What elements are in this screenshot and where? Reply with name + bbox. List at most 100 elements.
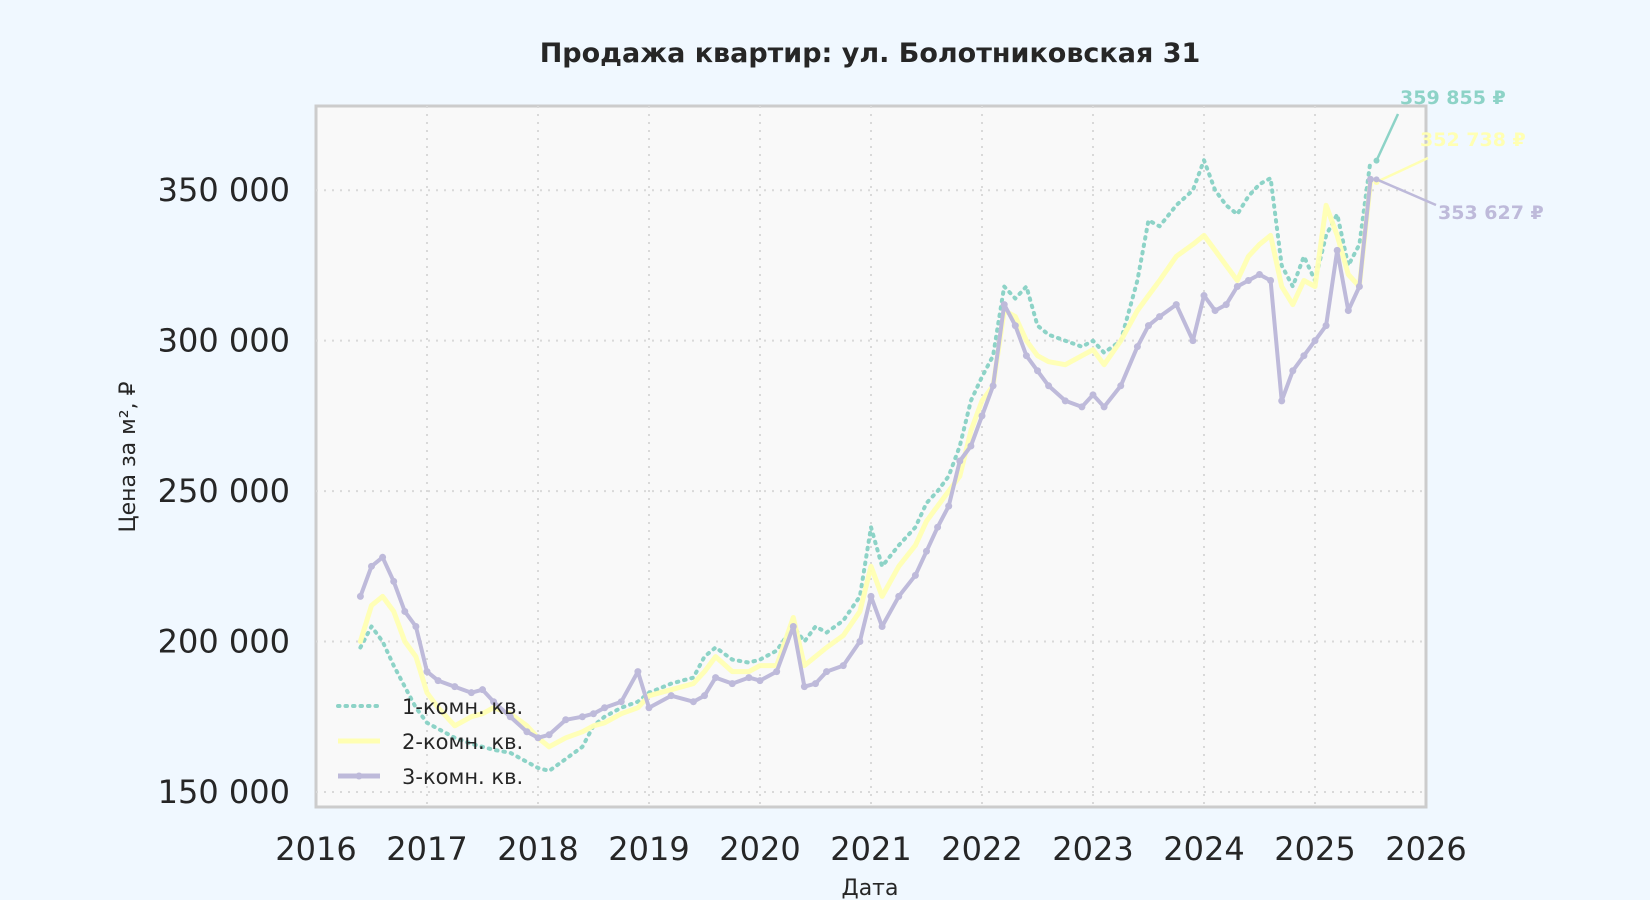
x-tick-label: 2023	[1052, 830, 1133, 868]
annotation-arrow-head	[1373, 157, 1380, 164]
series-3-point	[812, 680, 819, 688]
x-tick-label: 2018	[497, 830, 578, 868]
series-3-point	[1322, 322, 1330, 330]
series-3-point	[800, 683, 808, 691]
series-3-point	[911, 571, 919, 579]
series-3-point	[1311, 337, 1319, 345]
annotation-arrow	[1375, 156, 1429, 184]
x-tick-label: 2016	[275, 830, 356, 868]
x-tick-label: 2025	[1274, 830, 1355, 868]
annotation-label: 359 855 ₽	[1400, 87, 1506, 109]
series-3-point	[1278, 397, 1286, 405]
annotation-label: 352 738 ₽	[1420, 129, 1526, 151]
series-3-point	[545, 731, 553, 739]
series-3-point	[1133, 343, 1141, 351]
series-3-point	[617, 698, 625, 706]
series-3-point	[451, 683, 459, 691]
series-3-point	[1034, 367, 1041, 375]
series-3-point	[789, 622, 797, 630]
series-3-point	[934, 523, 942, 531]
series-3-point	[923, 547, 930, 555]
annotation-label: 353 627 ₽	[1438, 202, 1544, 224]
series-3-point	[756, 677, 764, 685]
series-3-point	[1289, 367, 1297, 375]
legend-label-1: 1-комн. кв.	[402, 695, 523, 719]
series-3-point	[1267, 276, 1275, 284]
series-3-point	[1189, 337, 1197, 345]
annotations: 359 855 ₽ 352 738 ₽ 353 627 ₽	[1373, 87, 1544, 224]
series-3-point	[467, 689, 475, 697]
series-3-point	[1355, 283, 1363, 291]
series-3-point	[945, 502, 953, 510]
series-3-point	[667, 692, 675, 700]
series-3-point	[534, 734, 542, 742]
series-3-point	[1078, 403, 1086, 411]
series-3-point	[856, 638, 864, 646]
series-3-point	[1333, 246, 1341, 254]
series-3-point	[634, 668, 642, 676]
grid	[316, 106, 1426, 807]
annotation-arrow	[1375, 113, 1400, 162]
legend-label-2: 2-комн. кв.	[402, 730, 523, 754]
series-3-point	[1244, 276, 1252, 284]
series-3-point	[689, 698, 697, 706]
x-tick-label: 2021	[830, 830, 911, 868]
series-3-point	[823, 668, 831, 676]
series-3-point	[1100, 403, 1108, 411]
series-3-point	[1117, 382, 1125, 390]
series-3-point	[967, 442, 975, 450]
series-3-point	[1011, 322, 1019, 330]
series-3-point	[601, 704, 609, 712]
y-tick-label: 350 000	[158, 171, 290, 209]
x-tick-label: 2019	[608, 830, 689, 868]
legend-swatch-marker	[355, 772, 363, 780]
series-3-point	[1145, 322, 1152, 330]
series-3-point	[1061, 397, 1069, 405]
annotation-arrow-head	[1373, 176, 1380, 183]
x-axis-label: Дата	[842, 876, 899, 900]
series-3-point	[368, 562, 375, 570]
series-3-point	[1045, 382, 1053, 390]
y-tick-label: 150 000	[158, 773, 290, 811]
series-3-point	[479, 686, 486, 694]
series-3-point	[701, 692, 708, 700]
series-3-point	[1233, 283, 1241, 291]
y-axis-ticks: 150 000 200 000 250 000 300 000 350 000	[158, 171, 290, 811]
series-3-point	[390, 577, 398, 585]
series-3-point	[989, 382, 997, 390]
series-3-point	[1000, 301, 1008, 309]
series-3-point	[1256, 270, 1263, 278]
series-3-point	[978, 412, 986, 420]
series-3-point	[1089, 391, 1097, 399]
series-3-point	[839, 662, 847, 670]
series-3-point	[728, 680, 736, 688]
series-3-point	[578, 713, 586, 721]
series-3-point	[645, 704, 653, 712]
series-3-point	[1367, 175, 1374, 183]
legend: 1-комн. кв. 2-комн. кв. 3-комн. кв.	[336, 695, 523, 789]
series-3-point	[412, 622, 420, 630]
series-3-point	[434, 677, 442, 685]
series-3-point	[878, 622, 886, 630]
series-3-point	[523, 728, 531, 736]
series-3-point	[956, 457, 964, 465]
series-3-point	[356, 592, 364, 600]
series-3-point	[490, 698, 498, 706]
series-3-point	[712, 674, 720, 682]
series-3-point	[1222, 301, 1230, 309]
series-3-point	[1200, 292, 1208, 300]
series-3-point	[1022, 352, 1030, 360]
series-3-point	[379, 553, 387, 561]
x-tick-label: 2026	[1385, 830, 1466, 868]
legend-label-3: 3-комн. кв.	[402, 765, 523, 789]
series-3-point	[1172, 301, 1180, 309]
series-3-point	[1211, 307, 1219, 315]
x-tick-label: 2020	[719, 830, 800, 868]
x-axis-ticks: 2016 2017 2018 2019 2020 2021 2022 2023 2024 2025…	[275, 830, 1466, 868]
series-line-2	[357, 179, 1373, 750]
series-3-point	[745, 674, 753, 682]
series-3-point	[423, 668, 431, 676]
series-3-point	[895, 592, 903, 600]
x-tick-label: 2022	[941, 830, 1022, 868]
